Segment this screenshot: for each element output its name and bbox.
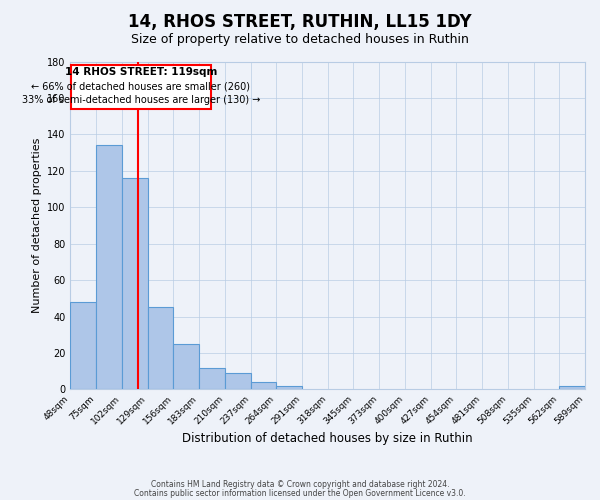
Text: Size of property relative to detached houses in Ruthin: Size of property relative to detached ho… <box>131 32 469 46</box>
X-axis label: Distribution of detached houses by size in Ruthin: Distribution of detached houses by size … <box>182 432 473 445</box>
FancyBboxPatch shape <box>71 65 211 109</box>
Bar <box>251 382 276 390</box>
Bar <box>96 146 122 390</box>
Bar <box>199 368 225 390</box>
Text: 14 RHOS STREET: 119sqm: 14 RHOS STREET: 119sqm <box>65 67 217 77</box>
Bar <box>276 386 302 390</box>
Bar <box>173 344 199 390</box>
Text: 14, RHOS STREET, RUTHIN, LL15 1DY: 14, RHOS STREET, RUTHIN, LL15 1DY <box>128 12 472 30</box>
Bar <box>122 178 148 390</box>
Text: Contains HM Land Registry data © Crown copyright and database right 2024.: Contains HM Land Registry data © Crown c… <box>151 480 449 489</box>
Bar <box>225 373 251 390</box>
Text: ← 66% of detached houses are smaller (260): ← 66% of detached houses are smaller (26… <box>31 82 250 92</box>
Bar <box>70 302 96 390</box>
Y-axis label: Number of detached properties: Number of detached properties <box>32 138 41 313</box>
Text: Contains public sector information licensed under the Open Government Licence v3: Contains public sector information licen… <box>134 490 466 498</box>
Bar <box>559 386 585 390</box>
Bar <box>148 308 173 390</box>
Text: 33% of semi-detached houses are larger (130) →: 33% of semi-detached houses are larger (… <box>22 95 260 105</box>
